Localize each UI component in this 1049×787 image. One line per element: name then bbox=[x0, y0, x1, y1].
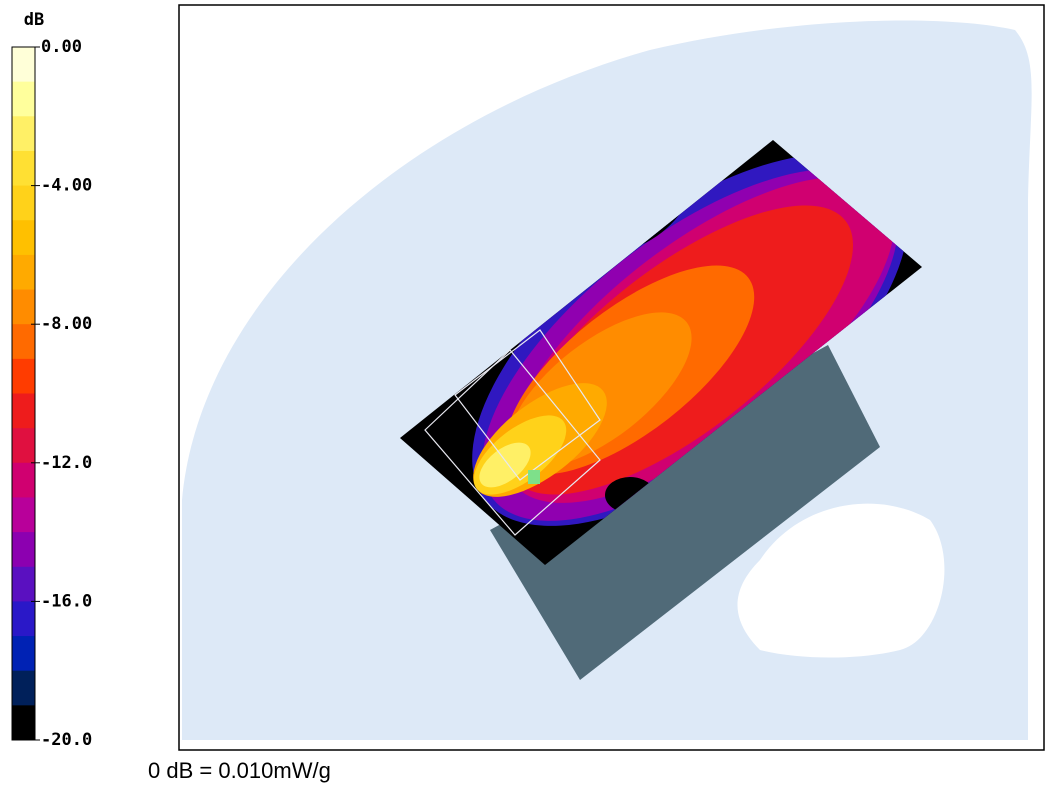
color-band bbox=[12, 254, 35, 291]
color-band bbox=[12, 497, 35, 533]
antenna-outline bbox=[424, 329, 601, 536]
color-band bbox=[12, 324, 35, 360]
color-band bbox=[12, 601, 35, 637]
color-band bbox=[12, 670, 35, 706]
color-band bbox=[12, 566, 35, 602]
colorbar-unit: dB bbox=[24, 10, 44, 30]
tick-label: -16.0 bbox=[41, 591, 92, 611]
colorbar-frame bbox=[11, 46, 36, 741]
peak-marker bbox=[528, 470, 540, 484]
color-band bbox=[12, 116, 35, 152]
color-band bbox=[12, 462, 35, 498]
tick-label: 0.00 bbox=[41, 37, 82, 57]
color-band bbox=[12, 185, 35, 221]
color-band bbox=[12, 220, 35, 256]
plot bbox=[178, 4, 1045, 751]
sar-distribution bbox=[472, 154, 908, 526]
color-band bbox=[12, 393, 35, 429]
color-band bbox=[12, 532, 35, 568]
colorbar: 0.00 -4.00 -8.00 -12.0 -16.0 -20.0 bbox=[11, 37, 92, 750]
color-band bbox=[12, 358, 35, 394]
footer-note: 0 dB = 0.010mW/g bbox=[148, 758, 331, 783]
device bbox=[490, 345, 880, 680]
color-band bbox=[12, 289, 35, 325]
color-band bbox=[12, 428, 35, 464]
color-band bbox=[12, 47, 35, 83]
color-band bbox=[12, 150, 35, 187]
tick-label: -4.00 bbox=[41, 176, 92, 196]
color-band bbox=[12, 636, 35, 672]
tick-label: -12.0 bbox=[41, 453, 92, 473]
tick-label: -20.0 bbox=[41, 730, 92, 750]
color-band bbox=[12, 705, 35, 741]
tick-label: -8.00 bbox=[41, 314, 92, 334]
color-band bbox=[12, 81, 35, 117]
